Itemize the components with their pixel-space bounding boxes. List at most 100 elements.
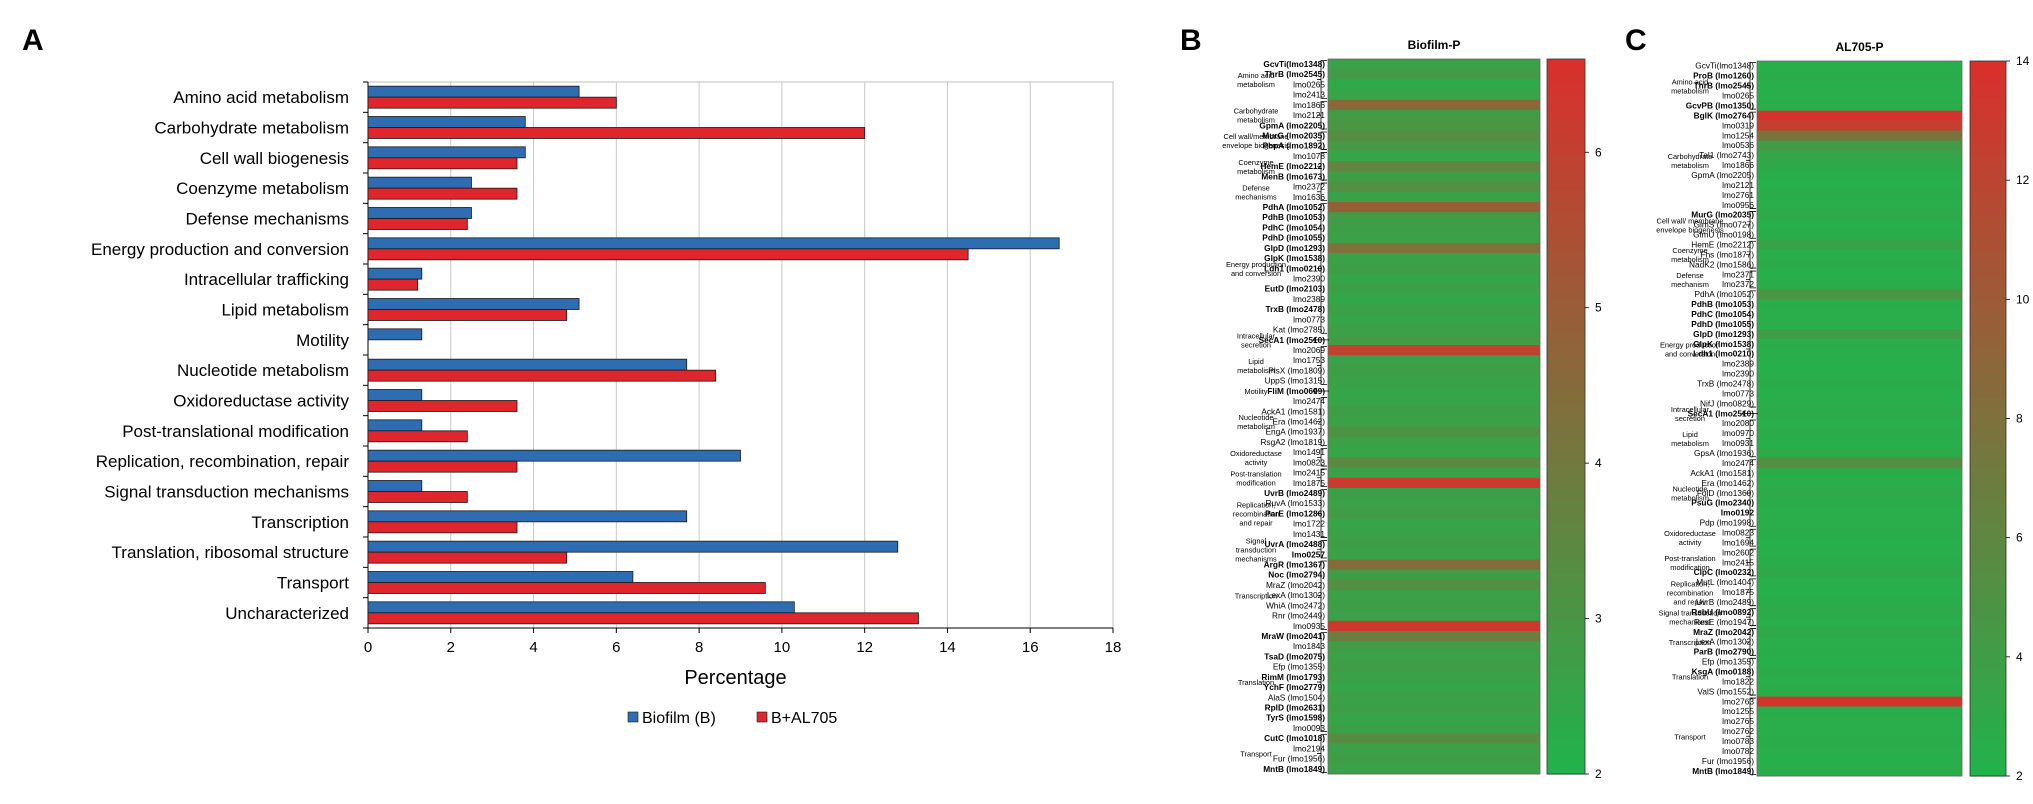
group-label-line: metabolism	[1671, 493, 1709, 502]
gene-label-fur-lmo1956: Fur (lmo1956)	[1273, 754, 1325, 764]
heatmap-cell-lmo2474	[1328, 396, 1540, 407]
heatmap-cell-lmo1866	[1328, 99, 1540, 111]
colorbar-segment	[1970, 323, 2006, 336]
group-label-line: Lipid	[1248, 357, 1264, 366]
group-bracket	[1317, 468, 1327, 487]
gene-label-era-lmo1462: Era (lmo1462)	[1701, 478, 1754, 488]
heatmap-cell-acka1-lmo1581	[1328, 406, 1540, 417]
colorbar-segment	[1547, 452, 1585, 465]
gene-label-lmo2390: lmo2390	[1293, 273, 1325, 283]
heatmap-cell-gpsa-lmo1936	[1757, 448, 1962, 459]
heatmap-cell-lexa-lmo1302	[1757, 636, 1962, 648]
gene-label-gcvpb-lmo1350: GcvPB (lmo1350)	[1686, 100, 1754, 110]
gene-label-bglk-lmo2764: BglK (lmo2764)	[1694, 110, 1755, 120]
colorbar-segment	[1547, 702, 1585, 716]
colorbar-segment	[1547, 380, 1585, 394]
gene-label-nifj-lmo0829: NifJ (lmo0829)	[1700, 398, 1754, 408]
gene-label-heme-lmo2212: HemE (lmo2212)	[1691, 239, 1754, 249]
group-label-line: Replication,	[1237, 501, 1276, 510]
gene-label-thrb-lmo2545: ThrB (lmo2545)	[1265, 69, 1326, 79]
colorbar-segment	[1970, 573, 2006, 586]
group-label-coenzyme-metabolism: Coenzyme metabolism	[1237, 158, 1275, 176]
heatmap-cell-lmo0319	[1757, 120, 1962, 131]
gene-label-cutc-lmo1018: CutC (lmo1018)	[1264, 733, 1325, 743]
bar-biofilm-b-coenzyme-metabolism	[367, 176, 472, 189]
gene-label-lmo0935: lmo0935	[1293, 621, 1325, 631]
colorbar-segment	[1970, 144, 2006, 157]
group-label-line: mechanisms	[1235, 192, 1277, 201]
category-label-post-translational-modification: Post-translational modification	[122, 422, 349, 441]
heatmap-cell-pdhb-lmo1053	[1328, 212, 1540, 223]
colorbar-segment	[1547, 762, 1585, 775]
colorbar-segment	[1970, 490, 2006, 503]
group-label-nucleotide-metabolism: Nucleotide metabolism	[1671, 484, 1709, 502]
group-label-amino-acid-metabolism: Amino acid metabolism	[1671, 77, 1709, 95]
gene-label-lmo1753: lmo1753	[1293, 355, 1325, 365]
colorbar-segment	[1547, 535, 1585, 549]
group-label-line: Transport	[1674, 732, 1705, 741]
group-label-oxidoreductase-activity: Oxidoreductase activity	[1230, 449, 1282, 467]
colorbar-segment	[1547, 631, 1585, 644]
heatmap-cell-argr-lmo1367	[1328, 559, 1540, 571]
colorbar-segment	[1547, 690, 1585, 704]
heatmap-cell-clpc-lmo0232	[1757, 567, 1962, 578]
heatmap-cell-pdhb-lmo1053	[1757, 299, 1962, 310]
colorbar-segment	[1547, 118, 1585, 132]
heatmap-cell-lmo2415	[1328, 467, 1540, 479]
colorbar-segment	[1970, 358, 2006, 372]
heatmap-cell-lmo2390	[1757, 368, 1962, 380]
gene-label-heme-lmo2212: HemE (lmo2212)	[1260, 161, 1325, 171]
gene-label-acka1-lmo1581: AckA1 (lmo1581)	[1690, 468, 1754, 478]
bar-biofilm-b-oxidoreductase-activity	[367, 389, 423, 401]
heatmap-cell-uvrb-lmo2489	[1757, 597, 1962, 608]
gene-label-pdhb-lmo1053: PdhB (lmo1053)	[1691, 299, 1754, 309]
gene-label-lmo1722: lmo1722	[1293, 519, 1325, 529]
group-label-energy-production-and-conversion: Energy production and conversion	[1226, 260, 1286, 278]
group-bracket	[1317, 203, 1327, 334]
group-label-post-translation-modification: Post-translation modification	[1664, 554, 1715, 572]
heatmap-cell-lmo2413	[1328, 89, 1540, 101]
group-bracket	[1317, 131, 1327, 150]
gene-label-prob-lmo1260: ProB (lmo1260)	[1693, 71, 1754, 81]
gene-label-uvra-lmo2488: UvrA (lmo2488)	[1264, 539, 1325, 549]
colorbar-segment	[1547, 428, 1585, 441]
heatmap-cell-lmo0265	[1757, 90, 1962, 102]
group-label-replication-recombination-and-repair: Replication, recombination and repair	[1233, 501, 1279, 528]
colorbar-segment	[1970, 239, 2006, 253]
gene-label-parb-lmo2790: ParB (lmo2790)	[1694, 647, 1755, 657]
colorbar-segment	[1970, 299, 2006, 312]
heatmap-cell-pdhc-lmo1054	[1757, 309, 1962, 320]
colorbar-segment	[1547, 547, 1585, 561]
heatmap-cell-gcvpb-lmo1350	[1757, 100, 1962, 112]
gene-label-lmo0257: lmo0257	[1292, 549, 1326, 559]
colorbar-segment	[1970, 633, 2006, 646]
colorbar-segment	[1547, 368, 1585, 382]
colorbar-segment	[1547, 571, 1585, 584]
heatmap-title: Biofilm-P	[1408, 38, 1461, 52]
heatmap-cell-psug-lmo2340	[1757, 497, 1962, 509]
heatmap-cell-era-lmo1462	[1757, 478, 1962, 489]
colorbar-segment	[1970, 168, 2006, 181]
colorbar-segment	[1547, 678, 1585, 692]
panel-label-c: C	[1625, 24, 1647, 57]
heatmap-cell-lmo2389	[1757, 358, 1962, 370]
colorbar-segment	[1547, 499, 1585, 513]
gene-label-uvrb-lmo2489: UvrB (lmo2489)	[1696, 597, 1754, 607]
category-label-uncharacterized: Uncharacterized	[225, 604, 349, 623]
group-label-line: Signal	[1246, 536, 1267, 545]
gene-label-lmo1843: lmo1843	[1293, 641, 1325, 651]
colorbar-segment	[1970, 585, 2006, 598]
colorbar-segment	[1970, 501, 2006, 515]
colorbar-tick-label: 5	[1595, 301, 1602, 315]
x-tick-label: 6	[612, 639, 620, 656]
heatmap-cell-pdhc-lmo1054	[1328, 222, 1540, 234]
group-label-line: envelope biogenesis	[1222, 141, 1290, 150]
heatmap-cell-lmo1875	[1328, 477, 1540, 489]
group-bracket	[1746, 548, 1756, 577]
colorbar-segment	[1970, 513, 2006, 527]
gene-label-lmo2390: lmo2390	[1722, 369, 1754, 379]
gene-label-lmo0931: lmo0931	[1722, 438, 1754, 448]
bar-biofilm-b-defense-mechanisms	[367, 207, 472, 219]
colorbar-segment	[1547, 476, 1585, 489]
